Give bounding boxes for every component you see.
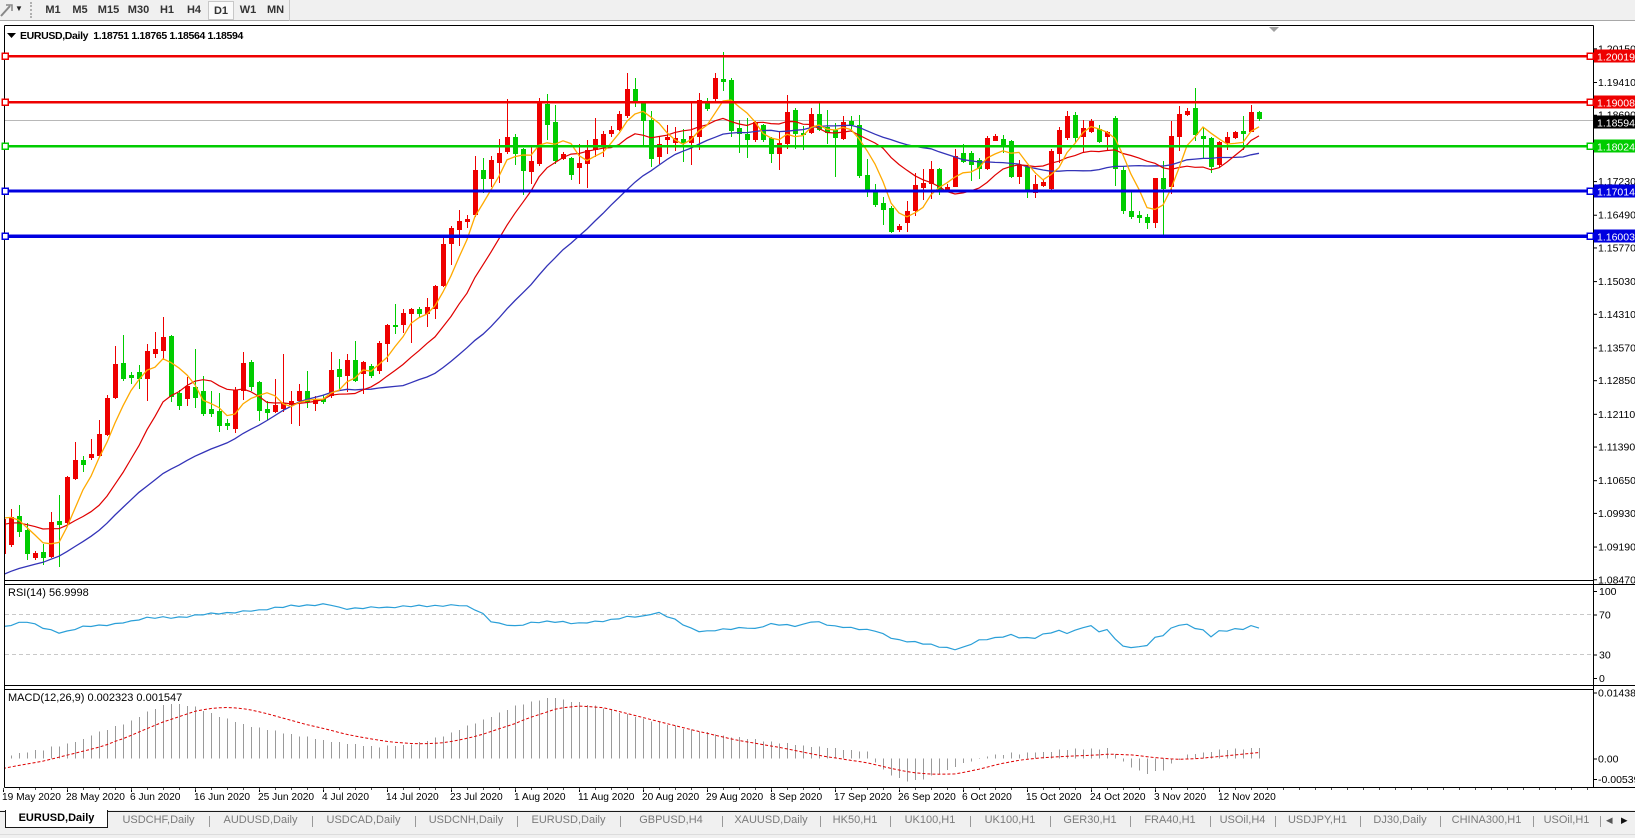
- svg-text:1.17014: 1.17014: [1597, 187, 1635, 199]
- svg-text:8 Sep 2020: 8 Sep 2020: [770, 792, 822, 803]
- svg-text:6 Jun 2020: 6 Jun 2020: [130, 792, 181, 803]
- svg-text:4 Jul 2020: 4 Jul 2020: [322, 792, 369, 803]
- svg-text:1.08470: 1.08470: [1598, 574, 1635, 586]
- svg-text:1.18594: 1.18594: [1597, 118, 1635, 130]
- svg-text:1.11390: 1.11390: [1598, 442, 1635, 454]
- svg-text:1 Aug 2020: 1 Aug 2020: [514, 792, 566, 803]
- svg-text:1.16003: 1.16003: [1597, 232, 1635, 244]
- svg-text:1.13570: 1.13570: [1598, 342, 1635, 354]
- svg-text:1.14310: 1.14310: [1598, 309, 1635, 321]
- svg-text:1.09190: 1.09190: [1598, 542, 1635, 554]
- svg-text:14 Jul 2020: 14 Jul 2020: [386, 792, 439, 803]
- svg-text:23 Jul 2020: 23 Jul 2020: [450, 792, 503, 803]
- svg-text:1.12850: 1.12850: [1598, 375, 1635, 387]
- svg-text:12 Nov 2020: 12 Nov 2020: [1218, 792, 1276, 803]
- svg-text:19 May 2020: 19 May 2020: [2, 792, 61, 803]
- svg-text:RSI(14) 56.9998: RSI(14) 56.9998: [8, 587, 89, 599]
- svg-text:28 May 2020: 28 May 2020: [66, 792, 125, 803]
- svg-text:15 Oct 2020: 15 Oct 2020: [1026, 792, 1082, 803]
- svg-text:11 Aug 2020: 11 Aug 2020: [578, 792, 635, 803]
- svg-text:1.19008: 1.19008: [1597, 98, 1635, 110]
- svg-text:0.014384: 0.014384: [1598, 688, 1635, 700]
- svg-text:1.20019: 1.20019: [1597, 52, 1635, 64]
- svg-text:25 Jun 2020: 25 Jun 2020: [258, 792, 314, 803]
- svg-text:1.16490: 1.16490: [1598, 210, 1635, 222]
- svg-text:70: 70: [1599, 610, 1611, 622]
- svg-text:1.12110: 1.12110: [1598, 409, 1635, 421]
- svg-text:6 Oct 2020: 6 Oct 2020: [962, 792, 1012, 803]
- svg-text:26 Sep 2020: 26 Sep 2020: [898, 792, 956, 803]
- svg-text:0: 0: [1599, 673, 1605, 685]
- svg-text:1.09930: 1.09930: [1598, 508, 1635, 520]
- svg-text:20 Aug 2020: 20 Aug 2020: [642, 792, 700, 803]
- svg-text:1.10650: 1.10650: [1598, 475, 1635, 487]
- svg-text:-0.00539: -0.00539: [1598, 774, 1635, 786]
- svg-text:0.00: 0.00: [1598, 754, 1619, 766]
- svg-text:17 Sep 2020: 17 Sep 2020: [834, 792, 892, 803]
- svg-text:30: 30: [1599, 650, 1611, 662]
- svg-text:16 Jun 2020: 16 Jun 2020: [194, 792, 250, 803]
- svg-text:EURUSD,Daily 1.18751 1.18765: EURUSD,Daily 1.18751 1.18765 1.18564 1.1…: [20, 30, 244, 42]
- svg-text:29 Aug 2020: 29 Aug 2020: [706, 792, 764, 803]
- svg-text:24 Oct 2020: 24 Oct 2020: [1090, 792, 1146, 803]
- svg-text:1.19410: 1.19410: [1598, 77, 1635, 89]
- svg-text:1.15770: 1.15770: [1598, 242, 1635, 254]
- svg-text:100: 100: [1599, 586, 1617, 598]
- svg-text:1.15030: 1.15030: [1598, 276, 1635, 288]
- svg-text:1.18024: 1.18024: [1597, 142, 1635, 154]
- svg-text:3 Nov 2020: 3 Nov 2020: [1154, 792, 1206, 803]
- svg-text:MACD(12,26,9) 0.002323 0.00154: MACD(12,26,9) 0.002323 0.001547: [8, 692, 182, 704]
